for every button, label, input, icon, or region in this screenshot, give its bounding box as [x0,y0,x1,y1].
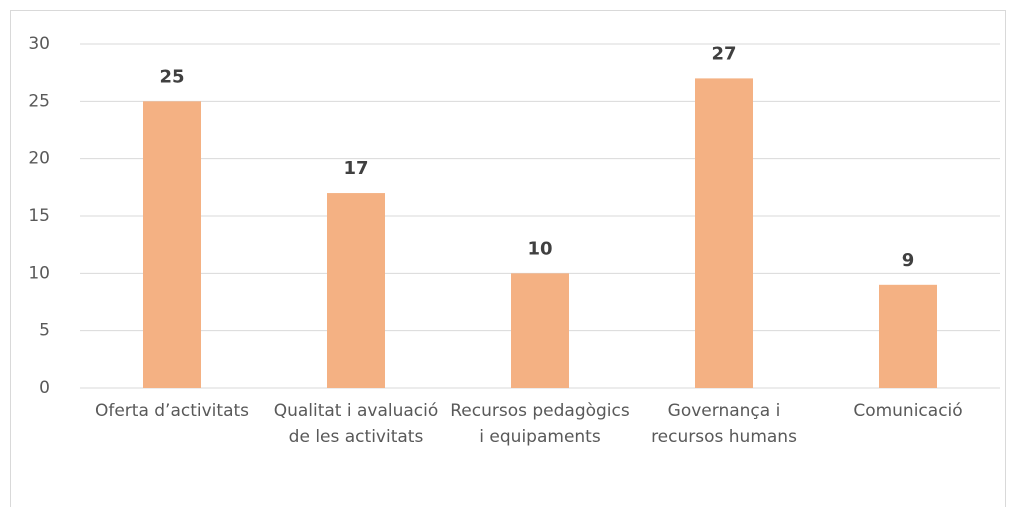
data-label: 17 [343,158,368,179]
bar [695,78,753,389]
y-tick-label: 15 [28,206,50,226]
x-tick-label: Qualitat i avaluació de les activitats [273,401,439,447]
data-label: 10 [527,238,552,259]
data-label: 9 [902,250,915,271]
y-tick-label: 30 [28,34,50,54]
data-label: 25 [159,66,184,87]
bar [143,101,201,388]
y-tick-label: 5 [39,321,50,341]
y-tick-label: 10 [28,263,50,283]
x-tick-label: Oferta d’activitats [94,401,250,421]
x-tick-label: Comunicació [853,401,963,421]
y-tick-label: 20 [28,149,50,169]
bar [511,273,569,388]
data-label: 27 [711,43,736,64]
x-tick-label: Governança i recursos humans [651,401,797,447]
chart-frame [10,10,1006,507]
x-tick-label: Recursos pedagògics i equipaments [450,401,630,447]
y-tick-label: 0 [39,378,50,398]
y-tick-label: 25 [28,91,50,111]
bar [879,284,937,388]
bar [327,193,385,388]
